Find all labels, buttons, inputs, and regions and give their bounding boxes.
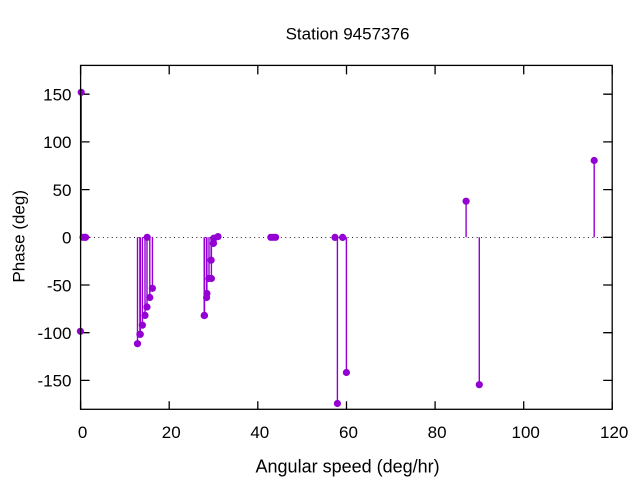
svg-text:0: 0 <box>78 423 87 442</box>
svg-text:120: 120 <box>600 423 628 442</box>
svg-text:-50: -50 <box>47 276 72 295</box>
svg-text:50: 50 <box>53 181 72 200</box>
svg-text:100: 100 <box>43 133 71 152</box>
svg-text:40: 40 <box>250 423 269 442</box>
svg-text:100: 100 <box>512 423 540 442</box>
svg-text:-150: -150 <box>37 372 71 391</box>
svg-text:0: 0 <box>62 229 71 248</box>
svg-text:20: 20 <box>162 423 181 442</box>
svg-text:80: 80 <box>428 423 447 442</box>
svg-text:Station 9457376: Station 9457376 <box>286 25 410 44</box>
svg-text:-100: -100 <box>37 324 71 343</box>
svg-text:Angular speed (deg/hr): Angular speed (deg/hr) <box>256 457 440 477</box>
svg-text:Phase (deg): Phase (deg) <box>10 190 29 283</box>
svg-text:150: 150 <box>43 86 71 105</box>
svg-text:60: 60 <box>339 423 358 442</box>
